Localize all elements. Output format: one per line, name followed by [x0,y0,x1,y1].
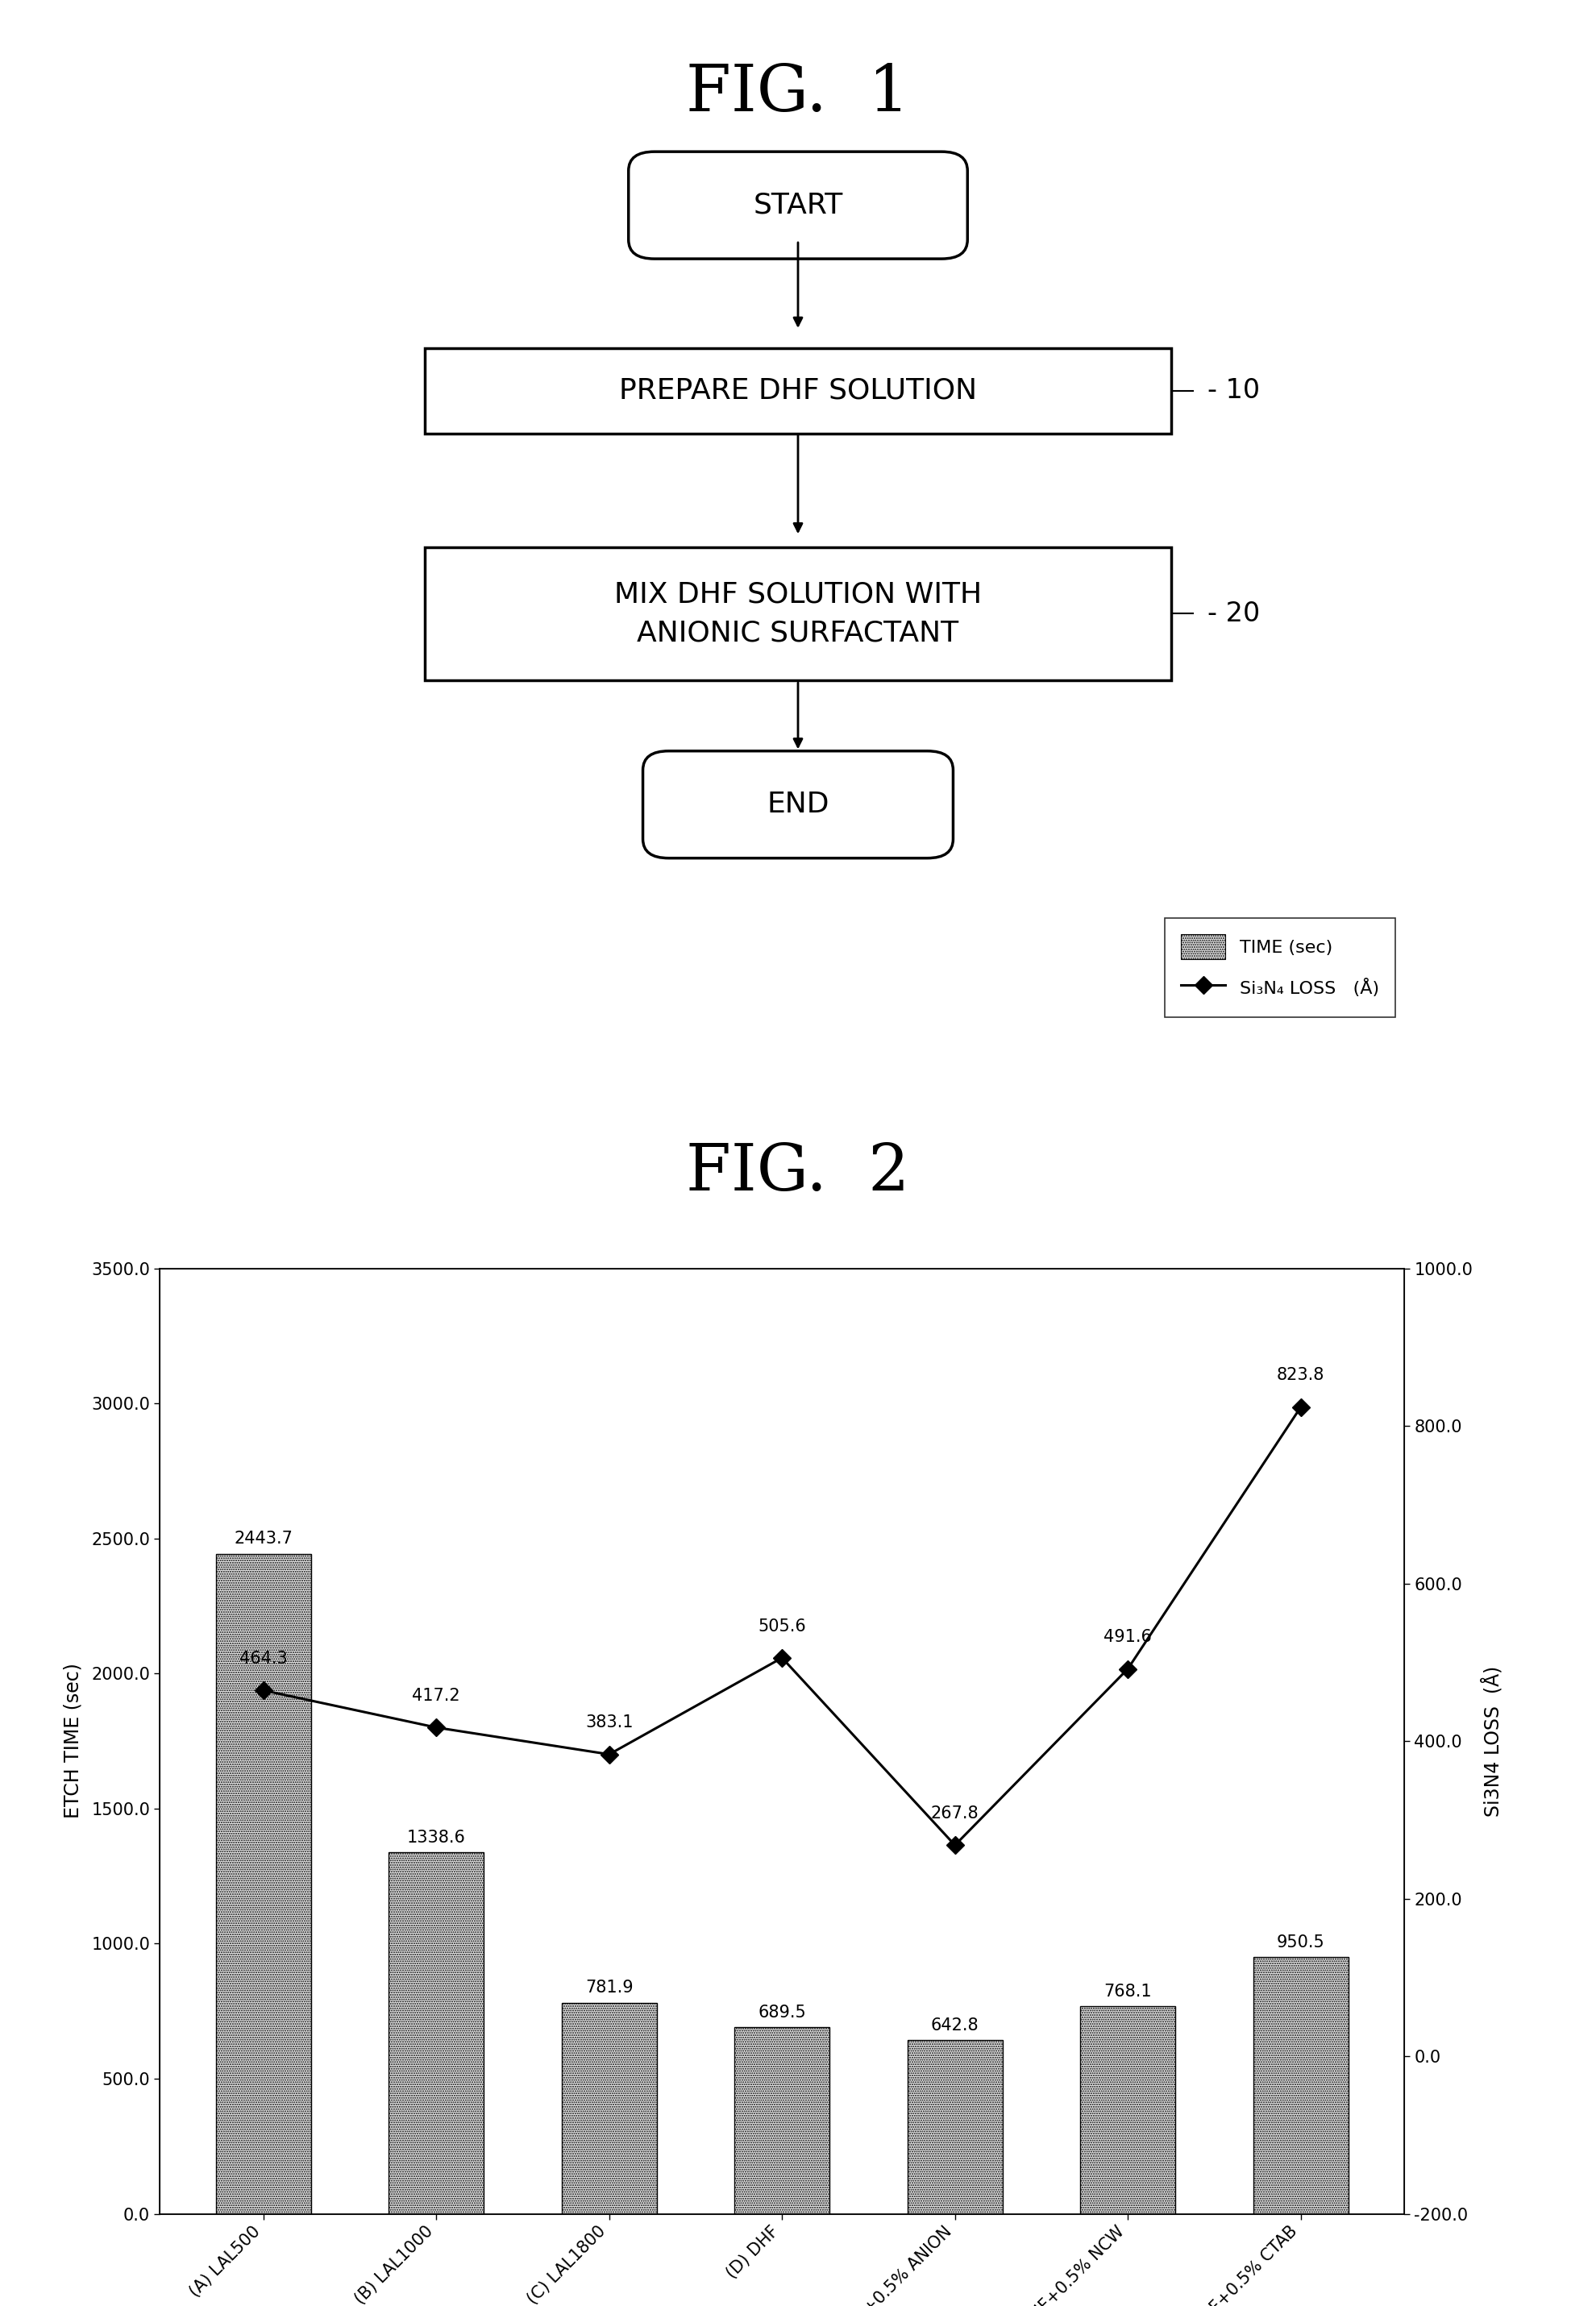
Text: - 20: - 20 [1208,600,1259,627]
Text: 383.1: 383.1 [586,1716,634,1732]
Text: 464.3: 464.3 [239,1651,287,1667]
Text: FIG.  1: FIG. 1 [686,62,910,125]
Y-axis label: ETCH TIME (sec): ETCH TIME (sec) [62,1663,83,1819]
FancyBboxPatch shape [643,752,953,858]
Bar [562,2002,656,2214]
Bar [425,547,1171,680]
Y-axis label: Si3N4 LOSS  (Å): Si3N4 LOSS (Å) [1481,1665,1503,1817]
Text: 642.8: 642.8 [930,2018,978,2034]
Text: FIG.  2: FIG. 2 [686,1141,910,1204]
Text: END: END [766,791,830,819]
Text: - 10: - 10 [1208,378,1259,404]
Text: 267.8: 267.8 [930,1806,978,1822]
Bar [1080,2006,1175,2214]
Text: 2443.7: 2443.7 [235,1531,292,1547]
Text: PREPARE DHF SOLUTION: PREPARE DHF SOLUTION [619,378,977,404]
Text: 950.5: 950.5 [1277,1935,1325,1951]
Text: 768.1: 768.1 [1104,1983,1152,1999]
Bar [215,1554,311,2214]
Text: 417.2: 417.2 [412,1688,460,1704]
Text: START: START [753,191,843,219]
Bar [908,2041,1002,2214]
Text: 781.9: 781.9 [586,1979,634,1995]
Text: 1338.6: 1338.6 [407,1829,466,1845]
Bar [1253,1958,1349,2214]
Text: 505.6: 505.6 [758,1619,806,1635]
Text: MIX DHF SOLUTION WITH
ANIONIC SURFACTANT: MIX DHF SOLUTION WITH ANIONIC SURFACTANT [614,581,982,646]
Text: 689.5: 689.5 [758,2004,806,2020]
Text: 823.8: 823.8 [1277,1367,1325,1384]
Bar [425,348,1171,434]
Bar [734,2027,830,2214]
Legend: TIME (sec), Si₃N₄ LOSS   (Å): TIME (sec), Si₃N₄ LOSS (Å) [1165,918,1395,1017]
Bar [389,1852,484,2214]
Text: 491.6: 491.6 [1104,1628,1152,1644]
FancyBboxPatch shape [629,152,967,258]
